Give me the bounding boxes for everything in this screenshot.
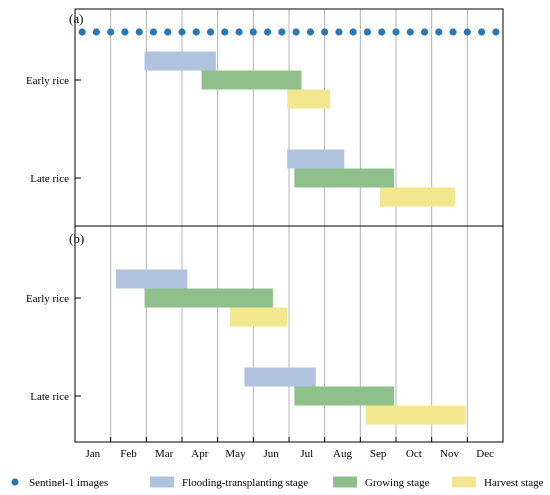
legend-swatch bbox=[150, 476, 174, 488]
legend-swatch bbox=[333, 476, 357, 488]
sentinel-image-point bbox=[192, 28, 200, 36]
sentinel-image-point bbox=[449, 28, 457, 36]
harvest-stage-bar bbox=[287, 89, 331, 109]
sentinel-image-point bbox=[264, 28, 272, 36]
legend-label: Flooding-transplanting stage bbox=[182, 477, 308, 489]
sentinel-image-point bbox=[435, 28, 443, 36]
legend-item-growing: Growing stage bbox=[333, 476, 430, 489]
x-tick-label: Feb bbox=[120, 448, 137, 460]
growing-stage-bar bbox=[144, 288, 273, 308]
sentinel-image-point bbox=[321, 28, 329, 36]
y-tick-label: Early rice bbox=[26, 75, 69, 87]
legend-swatch bbox=[452, 476, 476, 488]
y-tick-label: Late rice bbox=[30, 391, 69, 403]
sentinel-image-point bbox=[349, 28, 357, 36]
panels: Early rice Late rice (a) Early rice Late ric… bbox=[26, 8, 504, 443]
sentinel-image-point bbox=[206, 28, 215, 36]
harvest-stage-bar bbox=[379, 187, 455, 207]
legend-item-flooding: Flooding-transplanting stage bbox=[150, 476, 308, 489]
row-early-rice bbox=[144, 51, 331, 109]
sentinel-image-point bbox=[235, 28, 243, 36]
sentinel-image-point bbox=[306, 28, 314, 36]
x-tick-label: Jan bbox=[85, 448, 100, 460]
sentinel-image-point bbox=[135, 28, 143, 36]
sentinel-image-point bbox=[164, 28, 172, 36]
x-tick-label: Sep bbox=[370, 448, 387, 460]
growing-stage-bar bbox=[294, 386, 395, 406]
sentinel-image-point bbox=[420, 28, 429, 36]
sentinel-image-point bbox=[378, 28, 386, 36]
legend-item-harvest: Harvest stage bbox=[452, 476, 544, 489]
sentinel-image-point bbox=[392, 28, 400, 36]
legend-label: Sentinel-1 images bbox=[29, 477, 108, 489]
x-tick-label: Apr bbox=[191, 448, 208, 460]
x-tick-label: Nov bbox=[440, 448, 459, 460]
panel-b: Early rice Late rice (b) bbox=[26, 225, 504, 443]
flooding-stage-bar bbox=[144, 51, 216, 71]
sentinel-image-point bbox=[249, 28, 257, 36]
legend-swatch bbox=[11, 478, 19, 486]
legend-label: Growing stage bbox=[365, 477, 430, 489]
row-early-rice bbox=[116, 269, 288, 327]
flooding-stage-bar bbox=[244, 367, 316, 387]
sentinel-image-point bbox=[92, 28, 100, 36]
sentinel-image-point bbox=[335, 28, 343, 36]
growing-stage-bar bbox=[294, 168, 395, 188]
x-tick-label: Jul bbox=[300, 448, 313, 460]
sentinel-image-point bbox=[292, 28, 300, 36]
legend: Sentinel-1 images Flooding-transplanting … bbox=[11, 476, 544, 489]
legend-item-sentinel: Sentinel-1 images bbox=[11, 477, 108, 489]
sentinel-image-point bbox=[78, 28, 86, 36]
legend-label: Harvest stage bbox=[484, 477, 544, 489]
sentinel-image-point bbox=[478, 28, 486, 36]
panel-a: Early rice Late rice (a) bbox=[26, 8, 504, 227]
panel-label: (b) bbox=[69, 231, 84, 246]
y-tick-label: Late rice bbox=[30, 173, 69, 185]
x-tick-label: Oct bbox=[406, 448, 422, 460]
sentinel-image-point bbox=[149, 28, 158, 36]
sentinel-points bbox=[78, 28, 500, 36]
harvest-stage-bar bbox=[365, 405, 466, 425]
sentinel-image-point bbox=[406, 28, 414, 36]
sentinel-image-point bbox=[363, 28, 372, 36]
growing-stage-bar bbox=[201, 70, 302, 90]
x-tick-label: Mar bbox=[155, 448, 174, 460]
sentinel-image-point bbox=[492, 28, 500, 36]
x-axis: Jan Feb Mar Apr May Jun Jul Aug Sep Oct Nov Dec bbox=[85, 437, 494, 460]
x-tick-label: May bbox=[225, 448, 246, 460]
harvest-stage-bar bbox=[230, 307, 288, 327]
sentinel-image-point bbox=[463, 28, 471, 36]
x-tick-label: Dec bbox=[476, 448, 494, 460]
panel-label: (a) bbox=[69, 11, 83, 26]
y-tick-label: Early rice bbox=[26, 293, 69, 305]
sentinel-image-point bbox=[221, 28, 229, 36]
row-late-rice bbox=[287, 149, 455, 207]
sentinel-image-point bbox=[278, 28, 286, 36]
sentinel-image-point bbox=[178, 28, 186, 36]
row-late-rice bbox=[244, 367, 466, 425]
flooding-stage-bar bbox=[287, 149, 345, 169]
x-tick-label: Jun bbox=[264, 448, 280, 460]
sentinel-image-point bbox=[107, 28, 115, 36]
x-tick-label: Aug bbox=[333, 448, 352, 460]
flooding-stage-bar bbox=[116, 269, 188, 289]
sentinel-image-point bbox=[121, 28, 129, 36]
